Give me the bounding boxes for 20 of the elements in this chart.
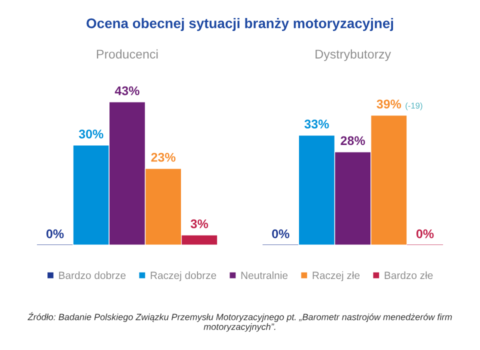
data-label: 30%	[78, 130, 104, 138]
text: Źródło: Badanie Polskiego Związku Przemysłu Motoryzacyjnego pt. „Barometr nastrojów menedżerów firm motoryzacyjnych”.	[28, 312, 452, 332]
data-label: 0%	[272, 229, 290, 238]
legend-label: Bardzo dobrze	[59, 271, 126, 280]
chart-title: Ocena obecnej sytuacji branży motoryzacyjnej	[86, 18, 394, 31]
legend-label: Neutralnie	[241, 271, 288, 280]
x-tick-label: Producenci	[96, 49, 158, 59]
data-label: 33%	[304, 120, 329, 128]
data-label: 28%	[340, 136, 365, 146]
data-label: 43%	[114, 86, 140, 96]
legend-label: Bardzo złe	[384, 271, 433, 280]
data-label: 0%	[416, 229, 434, 238]
annotation: (-19)	[406, 102, 422, 110]
legend-label: Raczej złe	[312, 271, 360, 282]
data-label: 39%	[376, 100, 402, 109]
legend-label: Raczej dobrze	[150, 271, 216, 282]
data-label: 23%	[151, 152, 176, 162]
x-tick-label: Dystrybutorzy	[316, 49, 391, 62]
data-label: 0%	[46, 229, 64, 238]
data-label: 3%	[190, 219, 208, 228]
